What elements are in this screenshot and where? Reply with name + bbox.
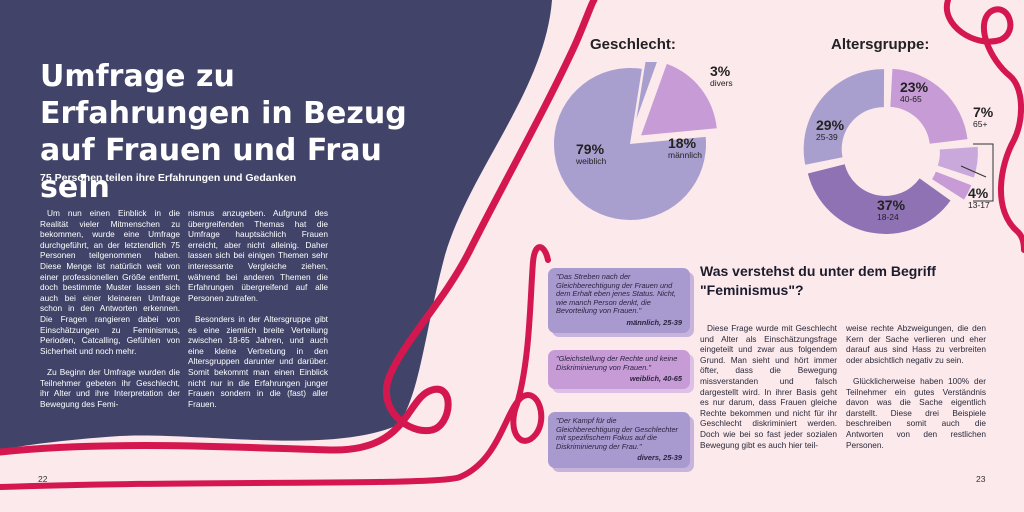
donut-slice-65+ [937, 146, 978, 178]
quote-card: "Der Kampf für die Gleichberechtigung de… [548, 412, 690, 468]
gender-pct-divers: 3% [710, 63, 731, 79]
donut-slice-40-65 [890, 68, 968, 144]
pie-slice-weiblich [554, 68, 706, 220]
gender-pie-chart [554, 62, 717, 220]
age-pct-18-24: 37% [877, 197, 906, 213]
page-number-left: 22 [38, 474, 48, 484]
gender-chart-title: Geschlecht: [590, 36, 676, 53]
gender-name-weiblich: weiblich [576, 156, 607, 166]
age-pct-25-39: 29% [816, 117, 845, 133]
page-subtitle: 75 Personen teilen ihre Erfahrungen und … [40, 172, 297, 184]
pie-slice-männlich [641, 63, 717, 136]
age-label-65plus: 7% 65+ [973, 105, 993, 129]
gender-pct-weiblich: 79% [576, 141, 605, 157]
paragraph: nismus anzugeben. Aufgrund des übergreif… [188, 208, 328, 303]
donut-slice-13-17 [932, 171, 972, 200]
age-label-40-65: 23% 40-65 [900, 80, 928, 104]
age-label-18-24: 37% 18-24 [877, 198, 905, 222]
paragraph: Um nun einen Einblick in die Realität vi… [40, 208, 180, 356]
donut-slice-25-39 [803, 69, 885, 165]
age-name-18-24: 18-24 [877, 212, 899, 222]
quote-author: weiblich, 40-65 [629, 374, 682, 384]
quote-card: "Gleichstellung der Rechte und keine Dis… [548, 350, 690, 389]
age-pct-13-17: 4% [968, 185, 989, 201]
age-donut-chart [803, 68, 994, 234]
paragraph: Zu Beginn der Umfrage wurden die Teilneh… [40, 366, 180, 409]
paragraph: Glücklicherweise haben 100% der Teilnehm… [846, 375, 986, 450]
ribbon-top-right [943, 0, 1024, 253]
pie-slice-divers [636, 62, 657, 119]
quote-author: männlich, 25-39 [626, 317, 682, 327]
ribbon-bottom [0, 244, 551, 490]
donut-slice-18-24 [807, 164, 951, 234]
age-pct-40-65: 23% [900, 79, 929, 95]
right-body-column-2: weise rechte Abzweigungen, die den Kern … [846, 323, 986, 461]
right-body-column-1: Diese Frage wurde mit Geschlecht und Alt… [700, 323, 837, 461]
gender-label-maennlich: 18% männlich [668, 136, 702, 160]
quote-text: "Das Streben nach der Gleichberechtigung… [556, 272, 676, 316]
quote-text: "Der Kampf für die Gleichberechtigung de… [556, 416, 679, 451]
paragraph: Besonders in der Altersgruppe gibt es ei… [188, 313, 328, 409]
paragraph: weise rechte Abzweigungen, die den Kern … [846, 323, 986, 365]
gender-label-divers: 3% divers [710, 64, 733, 88]
age-name-65plus: 65+ [973, 119, 988, 129]
gender-name-divers: divers [710, 78, 733, 88]
age-name-25-39: 25-39 [816, 132, 838, 142]
page-number-right: 23 [976, 474, 986, 484]
leader-line-13-17 [960, 165, 987, 178]
left-body-column-1: Um nun einen Einblick in die Realität vi… [40, 208, 180, 420]
leader-line-65plus [973, 143, 994, 202]
age-pct-65plus: 7% [973, 104, 994, 120]
age-label-25-39: 29% 25-39 [816, 118, 844, 142]
gender-name-maennlich: männlich [668, 150, 703, 160]
quote-text: "Gleichstellung der Rechte und keine Dis… [556, 354, 678, 372]
left-body-column-2: nismus anzugeben. Aufgrund des übergreif… [188, 208, 328, 420]
quote-card: "Das Streben nach der Gleichberechtigung… [548, 268, 690, 333]
age-chart-title: Altersgruppe: [831, 36, 930, 53]
age-label-13-17: 4% 13-17 [968, 186, 990, 210]
age-name-13-17: 13-17 [968, 200, 990, 210]
ribbon-left [0, 0, 598, 456]
page-title: Umfrage zu Erfahrungen in Bezug auf Frau… [40, 59, 407, 205]
age-name-40-65: 40-65 [900, 94, 922, 104]
gender-pct-maennlich: 18% [668, 135, 697, 151]
section-heading: Was verstehst du unter dem Begriff "Femi… [700, 263, 936, 298]
paragraph: Diese Frage wurde mit Geschlecht und Alt… [700, 323, 837, 450]
gender-label-weiblich: 79% weiblich [576, 142, 606, 166]
quote-author: divers, 25-39 [637, 453, 682, 463]
